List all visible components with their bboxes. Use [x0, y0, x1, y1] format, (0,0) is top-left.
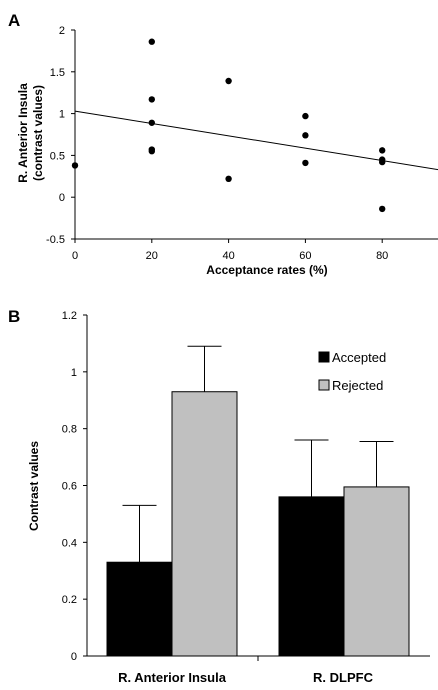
panel-a-y-axis-title-line1: R. Anterior Insula [16, 83, 30, 183]
panel-a-x-tick-label: 40 [222, 250, 234, 262]
panel-a-y-tick-label: 1 [59, 109, 65, 121]
scatter-point [379, 147, 386, 154]
panel-a-x-axis-title: Acceptance rates (%) [206, 263, 327, 277]
bar-accepted-insula [106, 561, 173, 657]
scatter-point [148, 96, 155, 103]
panel-b-y-tick-label: 0.2 [62, 594, 77, 606]
panel-b-category-label-insula: R. Anterior Insula [118, 670, 227, 685]
panel-a-y-axis-title-line2: (contrast values) [31, 85, 45, 181]
panel-b-bar-chart: B 0 0.2 0.4 0.6 0.8 1 1.2 Contrast values R. A… [8, 307, 430, 685]
panel-a-letter: A [8, 11, 20, 30]
legend-swatch-accepted [318, 351, 330, 363]
panel-a-trendline [74, 110, 438, 171]
panel-a-x-ticks: 020406080100 [72, 239, 388, 262]
panel-b-y-tick-label: 1 [71, 367, 77, 379]
panel-a-y-tick-label: 0.5 [50, 150, 65, 162]
scatter-point [302, 159, 309, 167]
panel-a-scatter: A -0.500.511.52 020406080100 Acceptance … [8, 11, 438, 277]
scatter-point [379, 158, 386, 166]
panel-a-x-tick-label: 80 [376, 250, 388, 262]
scatter-point [225, 175, 232, 183]
panel-a-x-tick-label: 60 [299, 250, 311, 262]
panel-b-y-axis-title: Contrast values [27, 441, 41, 531]
bar-rejected-insula [171, 391, 238, 657]
panel-a-y-tick-label: 2 [59, 25, 65, 37]
panel-a-points [71, 38, 386, 213]
scatter-point [148, 148, 155, 155]
scatter-point [148, 38, 155, 45]
bar-accepted-dlpfc [278, 496, 345, 657]
panel-b-y-tick-label: 0 [71, 651, 77, 663]
legend-label-rejected: Rejected [332, 378, 383, 393]
legend-label-accepted: Accepted [332, 350, 386, 365]
panel-a-x-tick-label: 0 [72, 250, 78, 262]
scatter-point [225, 77, 232, 85]
scatter-point [302, 112, 309, 120]
scatter-point [148, 119, 155, 126]
scatter-point [379, 205, 386, 213]
scatter-point [302, 132, 309, 139]
panel-b-legend: Accepted Rejected [318, 350, 386, 393]
bar-rejected-dlpfc [343, 486, 410, 657]
legend-swatch-rejected [318, 379, 330, 391]
panel-b-y-tick-label: 0.8 [62, 424, 77, 436]
panel-a-x-tick-label: 20 [146, 250, 158, 262]
panel-b-bars [106, 345, 410, 657]
panel-b-y-tick-label: 0.4 [62, 537, 77, 549]
panel-a-y-tick-label: 0 [59, 192, 65, 204]
panel-b-category-label-dlpfc: R. DLPFC [313, 670, 374, 685]
panel-a-y-tick-label: 1.5 [50, 67, 65, 79]
panel-b-letter: B [8, 307, 20, 326]
panel-b-y-ticks: 0 0.2 0.4 0.6 0.8 1 1.2 [62, 310, 87, 663]
panel-b-y-tick-label: 0.6 [62, 481, 77, 493]
panel-a-y-ticks: -0.5 0 0.5 1 1.5 2 [46, 25, 75, 246]
panel-b-y-tick-label: 1.2 [62, 310, 77, 322]
scatter-point [71, 162, 79, 169]
panel-a-y-tick-label: -0.5 [46, 234, 65, 246]
